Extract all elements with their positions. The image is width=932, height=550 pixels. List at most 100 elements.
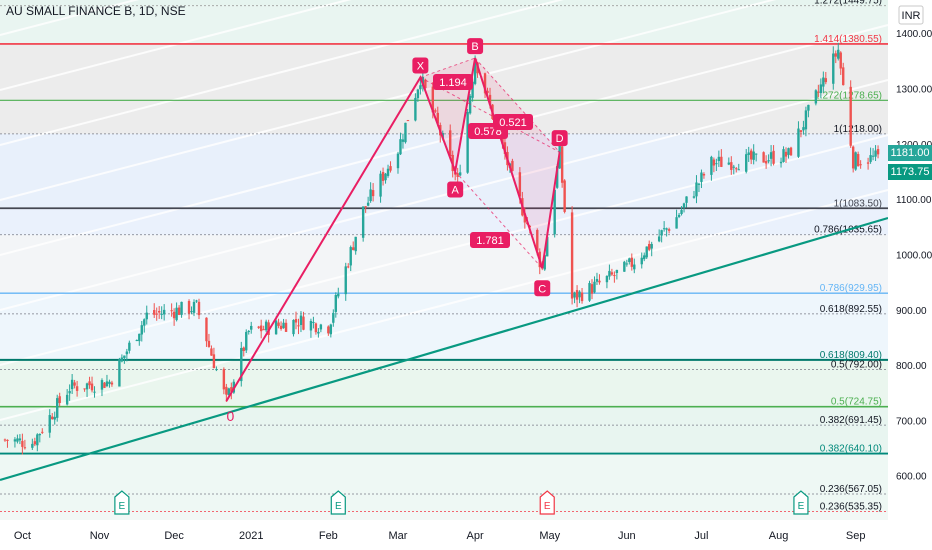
candle-body: [752, 151, 755, 160]
candle-body: [737, 169, 740, 171]
candle-body: [802, 127, 805, 131]
candle-body: [384, 173, 387, 181]
candle-body: [21, 440, 24, 447]
candle-body: [456, 173, 459, 177]
candle-body: [876, 149, 880, 155]
candle-body: [177, 307, 181, 315]
candle-body: [369, 189, 372, 202]
pattern-ratio-line: [454, 171, 543, 269]
candle-body: [90, 383, 94, 391]
pattern-ratio-bcd: 0.521: [499, 117, 527, 129]
candle-body: [140, 325, 143, 335]
candle-body: [575, 290, 579, 300]
candle-body: [598, 280, 601, 283]
band: [0, 208, 888, 235]
candle-body: [817, 91, 820, 93]
candle-body: [332, 312, 335, 323]
y-tick-label: 1100.00: [896, 195, 932, 206]
channel-line: [0, 134, 889, 366]
candle-body: [297, 325, 300, 327]
candle-body: [543, 255, 546, 270]
candle-body: [344, 266, 347, 295]
candle-body: [595, 278, 599, 282]
candle-body: [352, 247, 355, 250]
candle-body: [334, 295, 337, 312]
x-tick-label: Mar: [389, 530, 408, 542]
candle-body: [560, 146, 564, 183]
candle-body: [824, 78, 828, 83]
candle-body: [58, 396, 61, 404]
pattern-point-a-box: [447, 181, 464, 198]
candle-body: [118, 359, 121, 387]
candle-body: [381, 172, 385, 181]
candle-body: [56, 398, 59, 418]
candle-body: [317, 331, 320, 334]
pattern-ratio-xab: 1.194: [439, 77, 467, 89]
candle-body: [536, 229, 539, 251]
candle-body: [590, 284, 594, 294]
candle-body: [710, 156, 713, 175]
candle-body: [660, 230, 663, 236]
candle-body: [302, 316, 305, 330]
candle-body: [371, 190, 375, 197]
candle-body: [277, 322, 280, 326]
candle-body: [797, 128, 800, 157]
y-tick-label: 1400.00: [896, 29, 932, 40]
candle-body: [727, 162, 731, 165]
candle-body: [692, 196, 696, 198]
candle-body: [65, 394, 69, 405]
earnings-marker-label: E: [335, 501, 342, 512]
candle-body: [153, 310, 156, 315]
earnings-marker: [539, 490, 555, 515]
x-tick-label: Dec: [164, 530, 184, 542]
pattern-point-x-box: [412, 57, 429, 74]
fib-level-label: 0.382(691.45): [820, 415, 882, 426]
candle-body: [172, 311, 176, 319]
candle-body: [449, 130, 452, 157]
candle-body: [625, 263, 629, 265]
pattern-point-a: A: [452, 184, 460, 196]
candle-body: [93, 391, 96, 393]
pattern-origin-label: 0: [226, 408, 234, 424]
candle-body: [842, 67, 845, 86]
fib-level-label: 0.5(792.00): [831, 360, 882, 371]
fib-level-label: 1.272(1278.65): [814, 90, 882, 101]
x-tick-label: Oct: [14, 530, 31, 542]
candle-body: [593, 281, 596, 293]
candle-body: [483, 73, 487, 94]
band: [0, 133, 888, 209]
candle-body: [580, 292, 584, 302]
fib-level-label: 0.382(640.10): [820, 444, 882, 455]
candle-body: [834, 53, 837, 57]
candle-body: [68, 391, 71, 394]
candle-body: [210, 348, 213, 356]
candle-body: [518, 172, 522, 197]
candle-body: [319, 324, 323, 330]
y-tick-label: 900.00: [896, 306, 927, 317]
candle-body: [488, 94, 492, 105]
candle-body: [697, 183, 701, 185]
fib-level-label: 0.236(535.35): [820, 502, 882, 513]
earnings-marker-label: E: [119, 501, 126, 512]
candle-body: [605, 275, 609, 283]
candle-body: [546, 236, 549, 257]
candle-body: [754, 153, 758, 155]
x-tick-label: Nov: [90, 530, 110, 542]
fib-level-label: 0.786(929.95): [820, 283, 882, 294]
candle-body: [404, 122, 407, 143]
candle-body: [473, 60, 477, 84]
candle-body: [799, 130, 803, 133]
candle-body: [120, 357, 124, 362]
candle-body: [695, 182, 698, 197]
candle-body: [764, 161, 768, 164]
candle-body: [573, 292, 576, 298]
candle-body: [782, 149, 785, 162]
pattern-ratio-bcd-box: [493, 114, 533, 130]
candle-body: [309, 320, 313, 331]
candle-body: [386, 168, 390, 176]
x-tick-label: Sep: [846, 530, 866, 542]
candle-body: [51, 416, 54, 420]
candle-body: [874, 150, 877, 157]
candle-body: [608, 270, 611, 277]
